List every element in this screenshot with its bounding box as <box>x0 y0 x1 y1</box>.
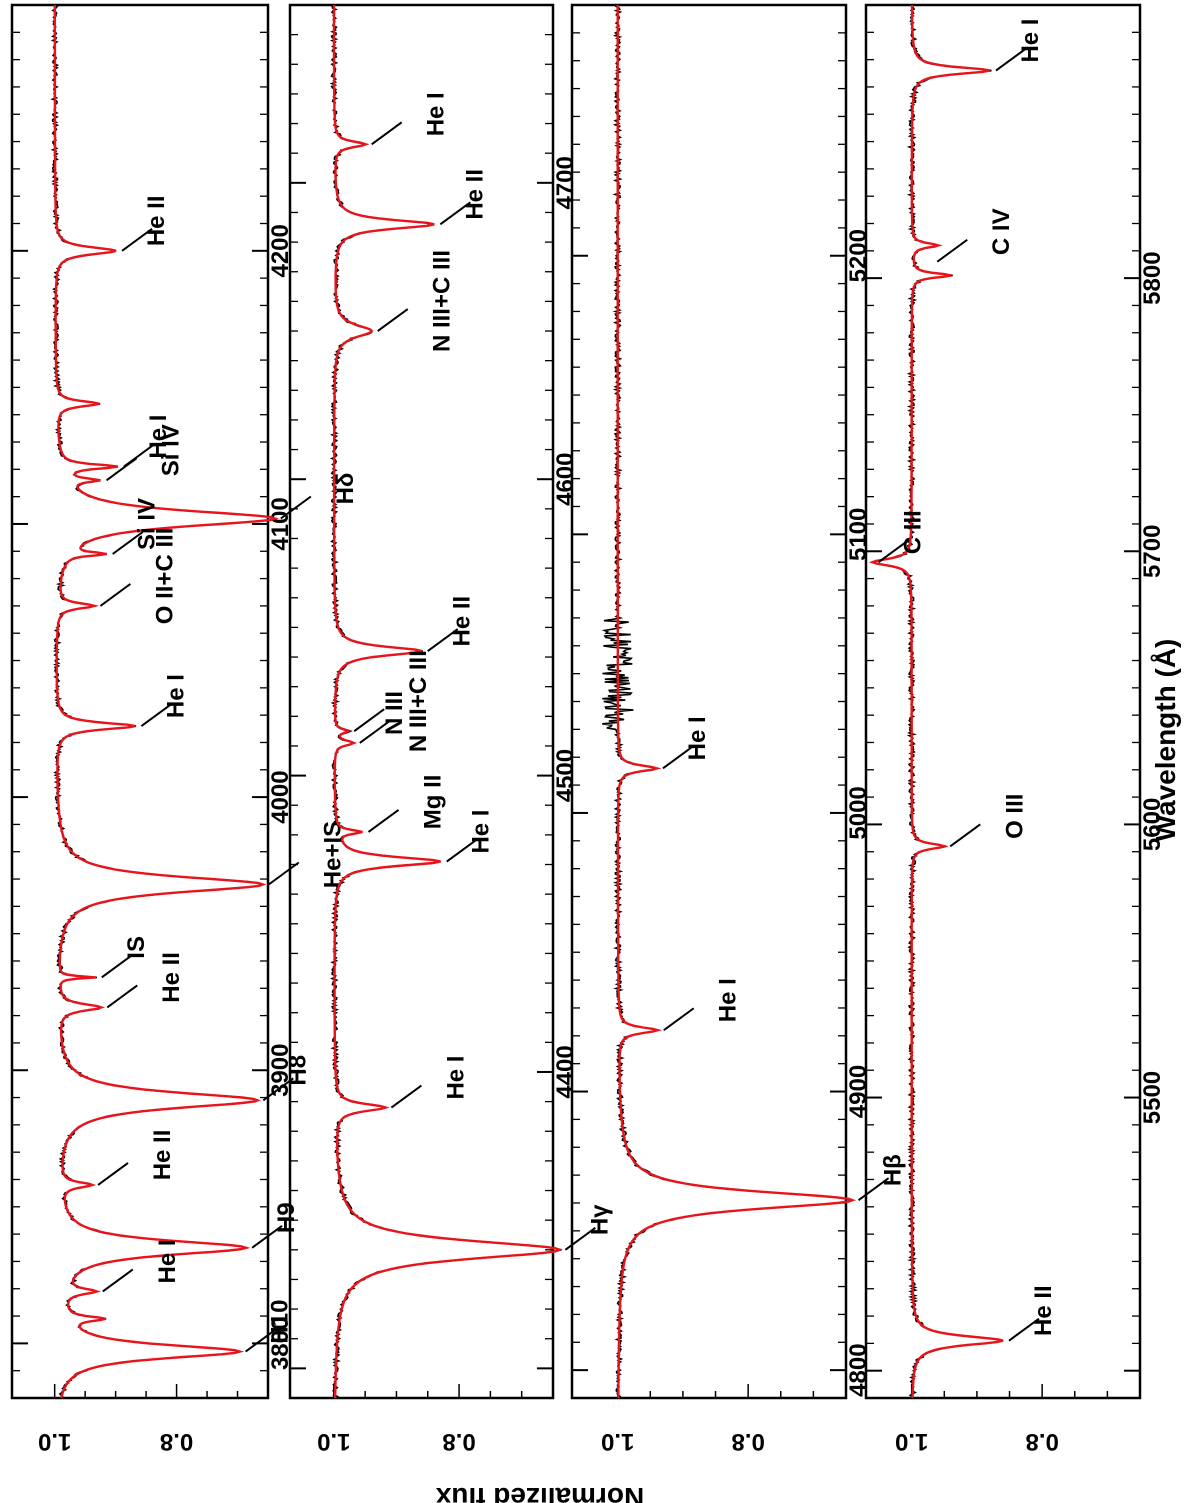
line-label: He I <box>162 674 189 718</box>
line-label: N III+C III <box>405 650 432 752</box>
y-axis-label: Normalized flux <box>435 1482 644 1503</box>
line-marker <box>140 703 172 727</box>
line-marker <box>662 745 694 770</box>
panel-frame <box>10 3 270 1400</box>
line-marker <box>245 1328 277 1353</box>
panel-frame <box>288 3 555 1400</box>
x-tick-label: 5000 <box>845 786 872 839</box>
line-label: He II <box>449 596 476 647</box>
model-spectrum <box>332 5 563 1398</box>
line-label: C III <box>900 510 927 554</box>
x-tick-label: 5700 <box>1139 525 1166 578</box>
x-tick-label: 5500 <box>1139 1071 1166 1124</box>
model-spectrum <box>868 5 1004 1398</box>
y-tick-label: 1.0 <box>895 1428 928 1455</box>
line-marker <box>101 954 133 979</box>
line-marker <box>949 823 981 848</box>
line-label: IS <box>123 936 150 959</box>
line-marker <box>439 201 471 226</box>
line-marker <box>102 1268 134 1293</box>
line-label: He I <box>442 1056 469 1100</box>
line-label: He+IS <box>320 821 347 888</box>
y-tick-label: 0.8 <box>731 1428 764 1455</box>
line-label: He II <box>461 169 488 220</box>
line-label: He II <box>143 195 170 246</box>
y-tick-label: 0.8 <box>1025 1428 1058 1455</box>
line-marker <box>262 1077 294 1102</box>
line-marker <box>371 121 403 146</box>
line-label: N III+C III <box>429 250 456 352</box>
line-marker <box>97 1162 129 1186</box>
panel-4: 5500 5600 5700 5800 0.8 1.0 He II O III C III C I… <box>864 3 1166 1455</box>
line-label: He I <box>684 716 711 760</box>
y-tick-label: 0.8 <box>442 1428 475 1455</box>
line-label: Si IV <box>134 498 161 550</box>
line-marker <box>936 238 968 263</box>
line-marker <box>280 495 312 520</box>
line-marker <box>353 708 385 732</box>
x-tick-label: 4900 <box>845 1065 872 1118</box>
line-marker <box>105 457 138 482</box>
line-marker <box>367 809 400 833</box>
line-marker <box>359 720 391 744</box>
y-tick-label: 1.0 <box>38 1428 71 1455</box>
line-marker <box>857 1177 890 1202</box>
y-tick-label: 0.8 <box>160 1428 193 1455</box>
line-marker <box>106 984 138 1009</box>
panel-frame <box>864 3 1142 1400</box>
x-tick-label: 4400 <box>552 1045 579 1098</box>
x-tick-label: 4700 <box>552 156 579 209</box>
line-label: He II <box>1030 1285 1057 1336</box>
line-label: He II <box>149 1130 176 1181</box>
observed-spectrum <box>329 4 562 1399</box>
line-label: H9 <box>273 1202 300 1233</box>
line-label: Hβ <box>880 1154 907 1186</box>
line-label: O III <box>1001 794 1028 839</box>
line-label: He I <box>468 810 495 854</box>
line-label: Hγ <box>586 1204 613 1235</box>
line-marker <box>663 1007 695 1032</box>
line-label: Mg II <box>420 775 447 830</box>
line-label: He I <box>1017 19 1044 63</box>
line-label: C IV <box>988 208 1015 255</box>
line-label: He I <box>423 92 450 136</box>
line-label: He I <box>145 415 172 459</box>
line-marker <box>1008 1317 1040 1342</box>
x-tick-label: 5600 <box>1139 798 1166 851</box>
line-label: He I <box>715 978 742 1022</box>
x-tick-label: 5100 <box>845 508 872 561</box>
line-label: He II <box>158 952 185 1003</box>
line-marker <box>268 861 300 886</box>
line-marker <box>377 308 409 332</box>
model-spectrum <box>53 5 279 1399</box>
x-tick-label: 5800 <box>1139 251 1166 304</box>
line-marker <box>427 628 459 652</box>
y-tick-label: 1.0 <box>601 1428 634 1455</box>
line-label: O II+C III <box>151 528 178 625</box>
line-marker <box>112 531 144 555</box>
x-axis-label: Wavelength (Å) <box>1150 639 1181 842</box>
observed-spectrum <box>872 4 1004 1399</box>
line-label: N III <box>381 691 408 735</box>
line-marker <box>251 1224 283 1249</box>
y-tick-label: 1.0 <box>317 1428 350 1455</box>
line-label: Hδ <box>332 473 359 505</box>
line-marker <box>121 228 153 252</box>
line-marker <box>564 1227 596 1251</box>
model-spectrum <box>616 5 857 1399</box>
line-marker <box>99 583 132 607</box>
x-tick-label: 5200 <box>845 229 872 282</box>
line-marker <box>390 1084 422 1109</box>
line-label: Si IV <box>158 424 185 476</box>
line-marker <box>995 47 1027 72</box>
line-marker <box>877 539 910 564</box>
line-marker <box>446 838 478 863</box>
line-label: He I <box>154 1239 181 1283</box>
line-label: H8 <box>284 1055 311 1086</box>
